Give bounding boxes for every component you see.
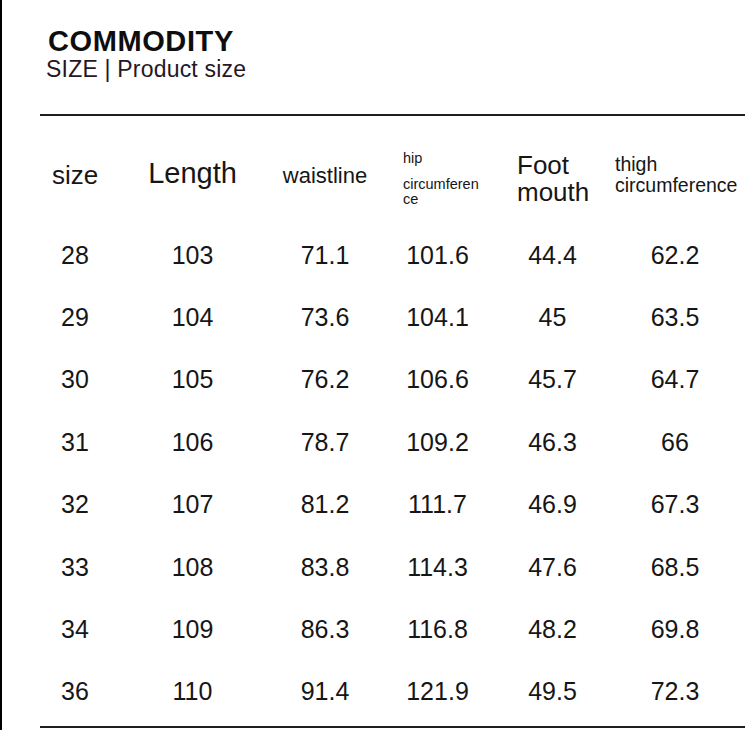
table-cell: 49.5 (500, 677, 605, 706)
table-cell: 107 (110, 490, 275, 519)
left-border-line (0, 0, 2, 730)
thigh-header-word1: thigh (615, 154, 745, 175)
table-cell: 48.2 (500, 615, 605, 644)
table-cell: 45.7 (500, 365, 605, 394)
column-header-foot-mouth: Foot mouth (500, 146, 605, 206)
table-cell: 31 (40, 428, 110, 457)
table-cell: 101.6 (375, 241, 500, 270)
table-cell: 45 (500, 303, 605, 332)
table-cell: 81.2 (275, 490, 375, 519)
column-header-waistline: waistline (275, 146, 375, 189)
page-title: COMMODITY (48, 25, 234, 58)
table-cell: 86.3 (275, 615, 375, 644)
table-cell: 30 (40, 365, 110, 394)
table-cell: 46.3 (500, 428, 605, 457)
table-row: 2910473.6104.14563.5 (40, 286, 745, 348)
table-row: 3310883.8114.347.668.5 (40, 536, 745, 598)
size-table-body: 2810371.1101.644.462.22910473.6104.14563… (40, 224, 745, 723)
thigh-header-word2: circumference (615, 175, 745, 196)
table-row: 3010576.2106.645.764.7 (40, 349, 745, 411)
table-cell: 76.2 (275, 365, 375, 394)
table-cell: 114.3 (375, 553, 500, 582)
foot-header-word1: Foot (517, 152, 605, 179)
table-cell: 36 (40, 677, 110, 706)
table-header-row: size Length waistline hip circumference … (40, 146, 745, 207)
table-cell: 116.8 (375, 615, 500, 644)
header-divider-line (40, 114, 745, 116)
table-cell: 111.7 (375, 490, 500, 519)
bottom-divider-line (40, 726, 745, 728)
table-cell: 106.6 (375, 365, 500, 394)
table-cell: 34 (40, 615, 110, 644)
table-cell: 69.8 (605, 615, 745, 644)
hip-header-word1: hip (403, 151, 485, 166)
column-header-size: size (40, 146, 110, 191)
table-cell: 68.5 (605, 553, 745, 582)
table-cell: 29 (40, 303, 110, 332)
table-cell: 106 (110, 428, 275, 457)
table-cell: 64.7 (605, 365, 745, 394)
table-cell: 47.6 (500, 553, 605, 582)
table-cell: 91.4 (275, 677, 375, 706)
table-row: 3110678.7109.246.366 (40, 411, 745, 473)
table-cell: 83.8 (275, 553, 375, 582)
column-header-hip-circumference: hip circumference (375, 146, 500, 207)
table-cell: 73.6 (275, 303, 375, 332)
table-cell: 105 (110, 365, 275, 394)
table-cell: 108 (110, 553, 275, 582)
table-cell: 67.3 (605, 490, 745, 519)
table-row: 2810371.1101.644.462.2 (40, 224, 745, 286)
table-cell: 78.7 (275, 428, 375, 457)
foot-header-word2: mouth (517, 179, 605, 206)
table-cell: 121.9 (375, 677, 500, 706)
column-header-length: Length (110, 146, 275, 190)
table-cell: 28 (40, 241, 110, 270)
table-cell: 104 (110, 303, 275, 332)
table-cell: 110 (110, 677, 275, 706)
table-cell: 32 (40, 490, 110, 519)
table-cell: 46.9 (500, 490, 605, 519)
table-cell: 44.4 (500, 241, 605, 270)
table-cell: 103 (110, 241, 275, 270)
table-cell: 71.1 (275, 241, 375, 270)
table-cell: 62.2 (605, 241, 745, 270)
table-row: 3210781.2111.746.967.3 (40, 474, 745, 536)
table-cell: 66 (605, 428, 745, 457)
page-subtitle: SIZE | Product size (46, 56, 246, 83)
table-cell: 63.5 (605, 303, 745, 332)
table-cell: 33 (40, 553, 110, 582)
table-cell: 104.1 (375, 303, 500, 332)
table-row: 3410986.3116.848.269.8 (40, 598, 745, 660)
table-cell: 109.2 (375, 428, 500, 457)
table-cell: 109 (110, 615, 275, 644)
table-row: 3611091.4121.949.572.3 (40, 661, 745, 723)
column-header-thigh-circumference: thigh circumference (605, 146, 745, 196)
table-cell: 72.3 (605, 677, 745, 706)
hip-header-word2: circumference (403, 177, 485, 207)
